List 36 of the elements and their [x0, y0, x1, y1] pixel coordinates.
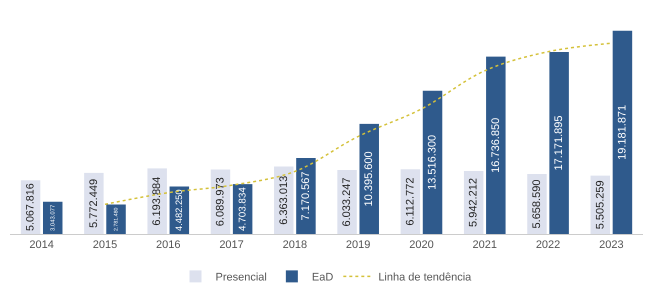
bar: [486, 56, 506, 234]
x-tick-label: 2014: [29, 239, 54, 252]
data-label: 10.395.600: [363, 151, 376, 206]
data-label: 6.193.884: [151, 176, 164, 226]
bar: [549, 52, 569, 234]
data-label: 6.363.013: [278, 176, 290, 225]
data-label: 4.703.834: [237, 186, 248, 231]
legend-label: Linha de tendência: [378, 272, 472, 284]
bar: [612, 30, 632, 234]
bar: [422, 90, 442, 234]
legend-label: EaD: [312, 272, 334, 284]
x-tick-label: 2019: [346, 239, 370, 252]
data-label: 5.658.590: [530, 180, 543, 228]
data-label: 13.516.300: [426, 134, 439, 190]
data-label: 6.033.247: [341, 178, 354, 226]
data-label: 4.482.250: [174, 189, 184, 231]
x-tick-label: 2022: [536, 239, 560, 252]
x-tick-label: 2016: [156, 239, 180, 252]
data-label: 5.942.212: [468, 178, 480, 227]
legend-label: Presencial: [216, 272, 267, 284]
data-label: 17.171.895: [553, 115, 566, 171]
x-tick-label: 2017: [219, 239, 244, 252]
x-tick-label: 2023: [599, 239, 624, 252]
data-label: 7.170.567: [300, 172, 312, 220]
x-tick-label: 2018: [282, 239, 308, 252]
data-label: 19.181.871: [616, 104, 628, 160]
data-label: 5.772.449: [88, 178, 100, 228]
data-label: 6.112.772: [404, 178, 416, 226]
x-tick-label: 2015: [92, 239, 118, 252]
data-label: 5.505.259: [594, 180, 606, 230]
x-tick-label: 2020: [409, 239, 434, 252]
x-tick-label: 2021: [472, 239, 497, 252]
data-label: 6.089.973: [214, 177, 226, 226]
data-label: 5.067.816: [24, 183, 36, 231]
bar: [106, 204, 126, 234]
data-label: 16.736.850: [490, 118, 502, 173]
